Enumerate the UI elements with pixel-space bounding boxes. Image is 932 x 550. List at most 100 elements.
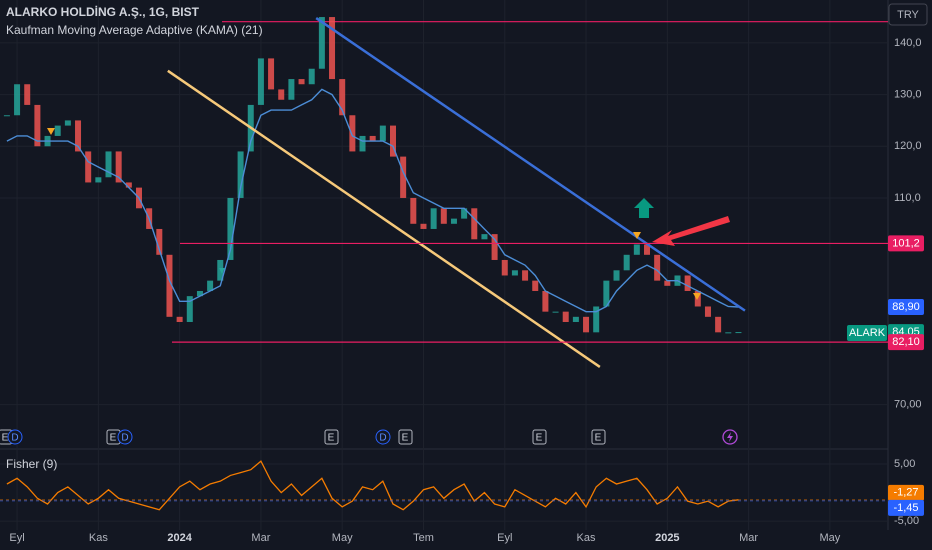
x-tick-label: 2025	[655, 532, 679, 544]
candle	[339, 79, 346, 116]
candle	[257, 58, 264, 105]
candle	[227, 197, 234, 260]
candle	[532, 280, 539, 291]
candle	[85, 151, 92, 183]
candle	[369, 135, 376, 142]
symbol-tag-text: ALARK	[849, 327, 886, 339]
currency-button[interactable]	[888, 3, 928, 26]
candle	[308, 68, 315, 85]
x-tick-label: Mar	[739, 532, 758, 544]
candle	[552, 311, 559, 313]
event-label: D	[11, 433, 18, 444]
candle	[288, 79, 295, 100]
y-tick-label: 110,0	[894, 192, 921, 204]
candle	[298, 79, 305, 85]
candle	[603, 280, 610, 307]
currency[interactable]: TRY	[897, 9, 919, 21]
candle	[461, 208, 468, 219]
candle	[613, 270, 620, 281]
candle	[644, 244, 651, 255]
fisher-label: -1,45	[893, 502, 918, 514]
callout-arrow	[652, 216, 730, 246]
candle	[430, 208, 437, 229]
fisher-tick-label: -5,00	[894, 515, 919, 527]
candle	[105, 151, 112, 178]
fisher-label: -1,27	[893, 487, 918, 499]
x-tick-label: 2024	[167, 532, 192, 544]
y-tick-label: 140,0	[894, 37, 922, 49]
candle	[471, 208, 478, 240]
candle	[664, 280, 671, 286]
candle	[725, 332, 732, 334]
fisher-line	[6, 460, 739, 511]
candle	[34, 104, 41, 147]
candle	[176, 316, 183, 322]
x-tick-label: Kas	[89, 532, 108, 544]
candle	[156, 228, 163, 255]
candle	[450, 218, 457, 224]
candle	[196, 290, 203, 297]
candle	[491, 234, 498, 260]
candle	[481, 234, 488, 240]
event-label: E	[402, 433, 409, 444]
candle	[3, 115, 10, 117]
price-label-box	[888, 334, 924, 351]
candle	[359, 135, 366, 152]
candle	[95, 177, 102, 183]
event-earnings[interactable]	[591, 429, 606, 445]
signal-triangle	[633, 232, 641, 239]
candle	[318, 17, 325, 69]
candle	[562, 311, 569, 322]
event-earnings[interactable]	[532, 429, 547, 445]
candle	[593, 306, 600, 333]
y-tick-label: 70,00	[894, 399, 922, 411]
fisher-label-box	[888, 484, 924, 501]
event-dividend[interactable]	[7, 429, 23, 445]
candle	[501, 259, 508, 276]
indicator-title: Kaufman Moving Average Adaptive (KAMA) (…	[6, 23, 263, 37]
event-label: E	[536, 433, 543, 444]
event-dividend[interactable]	[375, 429, 391, 445]
candle	[64, 120, 71, 126]
event-earnings[interactable]	[324, 429, 339, 445]
x-tick-label: Eyl	[497, 532, 512, 544]
candle	[400, 156, 407, 198]
candle	[278, 89, 285, 100]
split-icon-bolt	[727, 432, 733, 442]
candle	[389, 125, 396, 157]
signal-triangle	[219, 268, 225, 274]
event-dividend[interactable]	[117, 429, 133, 445]
price-label-box	[888, 235, 924, 252]
candle	[715, 316, 722, 333]
candle	[379, 125, 386, 142]
split-icon[interactable]	[722, 429, 738, 445]
x-tick-label: Mar	[251, 532, 270, 544]
candle	[125, 182, 132, 188]
up-arrow	[634, 198, 654, 218]
x-tick-label: Kas	[577, 532, 596, 544]
candle	[54, 125, 61, 136]
candle	[542, 290, 549, 312]
candle	[583, 316, 590, 333]
candle	[522, 270, 529, 281]
event-earnings[interactable]	[398, 429, 413, 445]
event-label: D	[121, 433, 128, 444]
candle	[694, 290, 701, 307]
event-label: D	[379, 433, 386, 444]
fisher-label-box	[888, 499, 924, 516]
price-label: 82,10	[892, 336, 920, 348]
symbol-tag	[847, 325, 887, 341]
event-label: E	[110, 433, 117, 444]
price-label-box	[888, 299, 924, 316]
candle	[329, 17, 336, 80]
candle	[410, 197, 417, 224]
event-label: E	[328, 433, 335, 444]
price-label: 88,90	[892, 301, 920, 313]
candle	[115, 151, 122, 183]
candle	[735, 332, 742, 334]
candle	[420, 223, 427, 229]
candle	[623, 254, 630, 271]
candle	[654, 254, 661, 281]
